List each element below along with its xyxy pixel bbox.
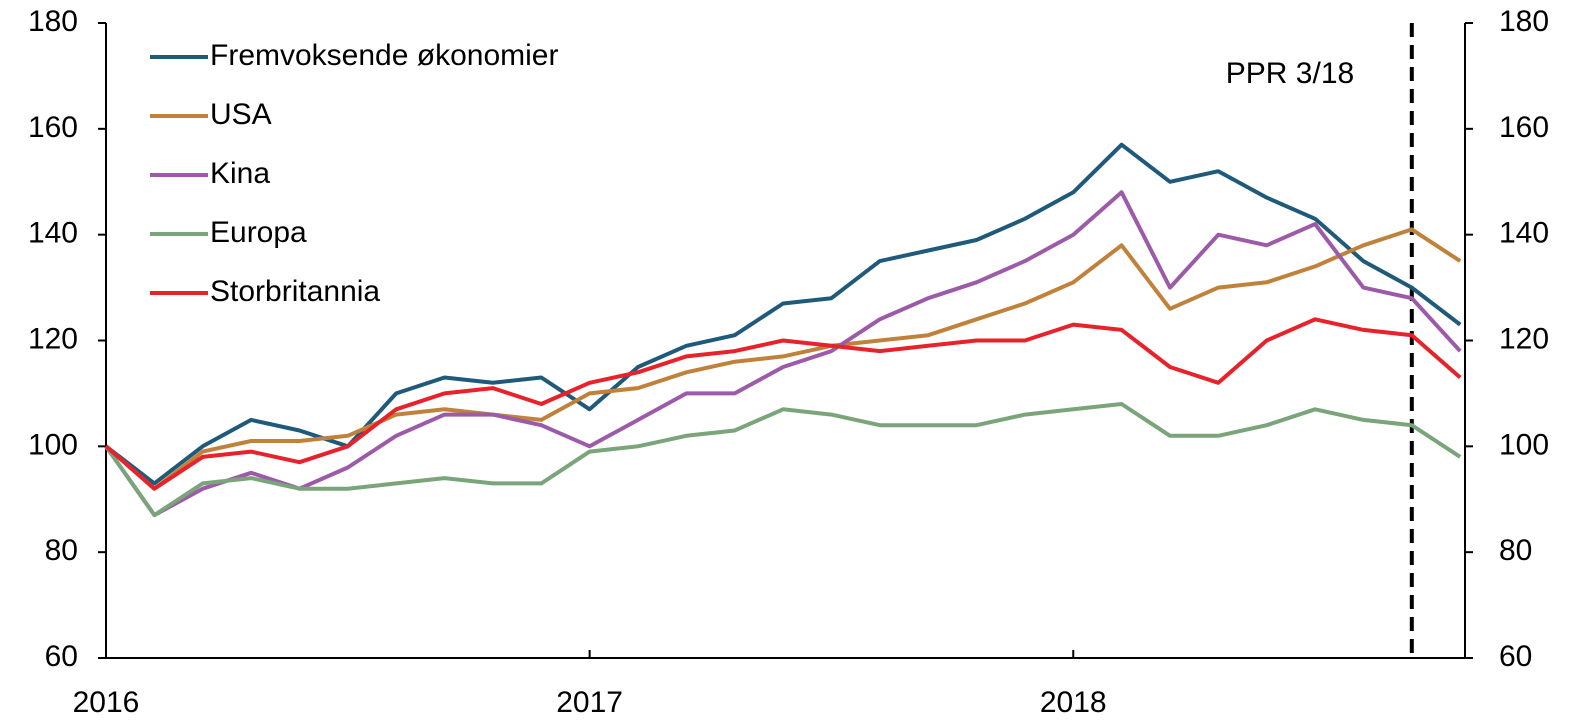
x-tick-label: 2016	[73, 686, 140, 719]
legend-label: Storbritannia	[210, 275, 380, 308]
y-tick-label: 140	[28, 217, 78, 250]
y-tick-label: 100	[28, 428, 78, 461]
series-line	[104, 190, 1462, 518]
y2-tick-label: 160	[1499, 111, 1549, 144]
series-line	[104, 142, 1462, 486]
x-tick-label: 2018	[1040, 686, 1107, 719]
y2-tick-label: 180	[1499, 5, 1549, 38]
series-line	[104, 317, 1462, 491]
y-tick-label: 80	[45, 534, 78, 567]
y-tick-label: 160	[28, 111, 78, 144]
y-tick-label: 180	[28, 5, 78, 38]
series-line	[104, 402, 1462, 518]
y2-tick-label: 80	[1499, 534, 1532, 567]
legend-label: Fremvoksende økonomier	[210, 39, 558, 72]
x-tick-label: 2017	[556, 686, 623, 719]
legend-label: Europa	[210, 216, 307, 249]
series-line	[104, 227, 1462, 491]
y2-tick-label: 60	[1499, 640, 1532, 673]
y2-tick-label: 100	[1499, 428, 1549, 461]
annotation: PPR 3/18	[1226, 57, 1354, 90]
legend-label: Kina	[210, 157, 270, 190]
y2-tick-label: 140	[1499, 217, 1549, 250]
y2-tick-label: 120	[1499, 322, 1549, 355]
y-tick-label: 120	[28, 322, 78, 355]
y-tick-label: 60	[45, 640, 78, 673]
legend-label: USA	[210, 98, 272, 131]
